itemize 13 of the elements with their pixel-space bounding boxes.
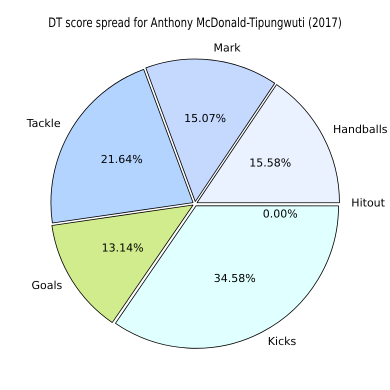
data-label: 15.58% [249,156,292,170]
slice-label: Mark [213,41,242,54]
data-label: 34.58% [214,272,256,286]
slice-label: Handballs [332,123,388,136]
slice-label: Tackle [26,116,61,130]
slice-label: Goals [31,279,63,292]
data-label: 15.07% [184,112,226,125]
data-label: 13.14% [102,242,144,255]
category-label: Hitout [351,196,385,210]
data-label: 21.64% [100,153,143,166]
chart-title: DT score spread for Anthony McDonald-Tipungwuti (2017) [48,14,342,31]
slice-label: Kicks [268,334,296,348]
text: 0.00% [262,208,298,221]
